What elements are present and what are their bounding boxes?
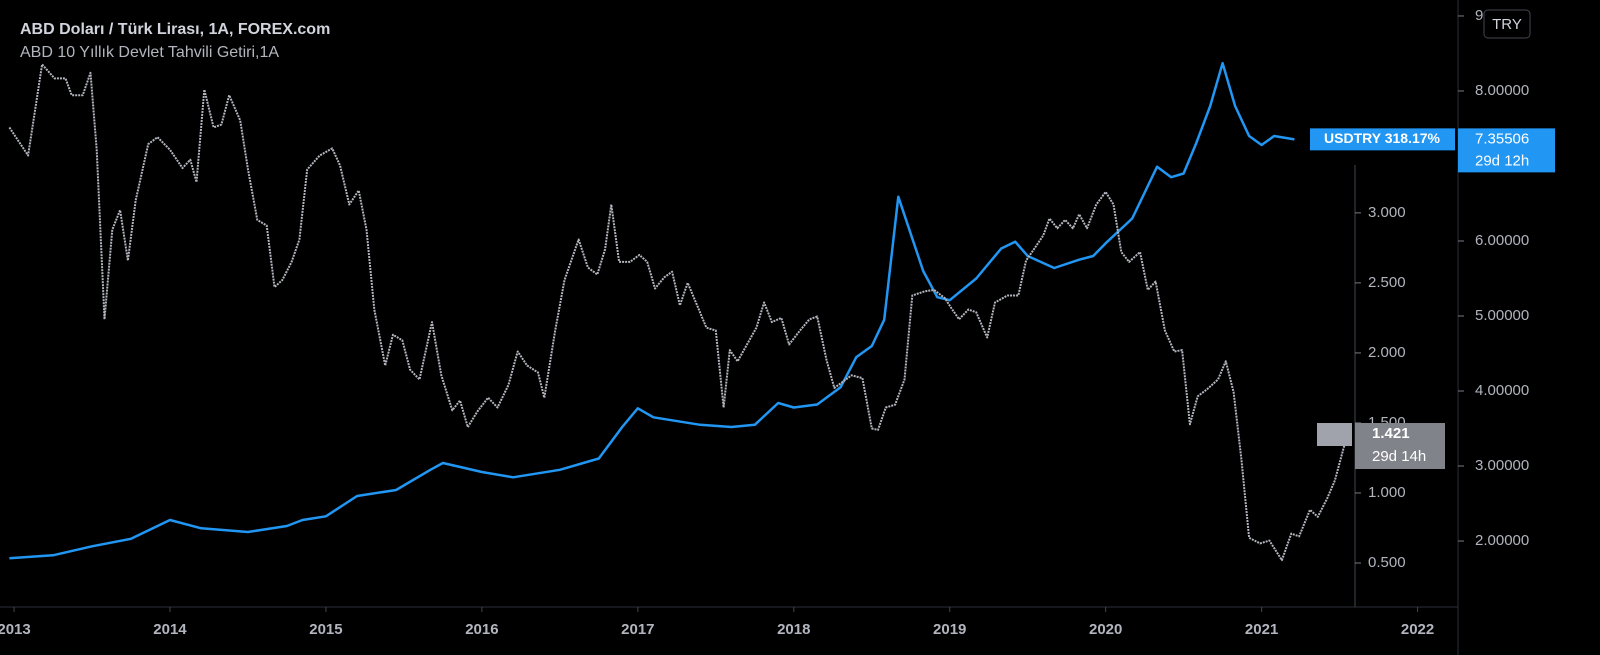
x-tick-label: 2019 xyxy=(933,621,966,638)
y-tick-label: 3.000 xyxy=(1368,204,1406,221)
series-line xyxy=(9,61,1295,560)
main-series-title: ABD Doları / Türk Lirası, 1A, FOREX.com xyxy=(20,21,330,38)
series-line xyxy=(8,63,1349,562)
y-tick-label: 1.000 xyxy=(1368,484,1406,501)
x-tick-label: 2018 xyxy=(777,621,810,638)
x-tick-label: 2020 xyxy=(1089,621,1122,638)
y-tick-label: 0.500 xyxy=(1368,554,1406,571)
x-tick-label: 2015 xyxy=(309,621,342,638)
series-tag-bg xyxy=(1317,423,1352,447)
y-tick-label: 2.000 xyxy=(1368,344,1406,361)
y2-tick-label: 6.00000 xyxy=(1475,232,1529,249)
countdown: 29d 12h xyxy=(1475,152,1529,169)
y2-tick-label: 4.00000 xyxy=(1475,382,1529,399)
x-tick-label: 2013 xyxy=(0,621,31,638)
y2-tick-label: 5.00000 xyxy=(1475,307,1529,324)
y-tick-label: 2.500 xyxy=(1368,274,1406,291)
x-tick-label: 2014 xyxy=(153,621,187,638)
y2-tick-label: 2.00000 xyxy=(1475,532,1529,549)
series-tag: USDTRY 318.17% xyxy=(1324,130,1440,146)
x-tick-label: 2021 xyxy=(1245,621,1278,638)
price-tag-bg xyxy=(1458,128,1555,173)
last-value: 1.421 xyxy=(1372,425,1410,442)
currency-button[interactable]: TRY xyxy=(1492,16,1522,33)
x-tick-label: 2016 xyxy=(465,621,498,638)
overlay-series-title: ABD 10 Yıllık Devlet Tahvili Getiri,1A xyxy=(20,44,279,61)
y2-tick-label: 8.00000 xyxy=(1475,82,1529,99)
series-tag-bg xyxy=(1310,128,1455,151)
y2-tick-label: 3.00000 xyxy=(1475,457,1529,474)
last-value: 7.35506 xyxy=(1475,130,1529,147)
x-tick-label: 2022 xyxy=(1401,621,1434,638)
x-tick-label: 2017 xyxy=(621,621,654,638)
countdown: 29d 14h xyxy=(1372,448,1426,465)
currency-button-bg[interactable] xyxy=(1483,9,1531,39)
price-tag-bg xyxy=(1355,423,1445,470)
